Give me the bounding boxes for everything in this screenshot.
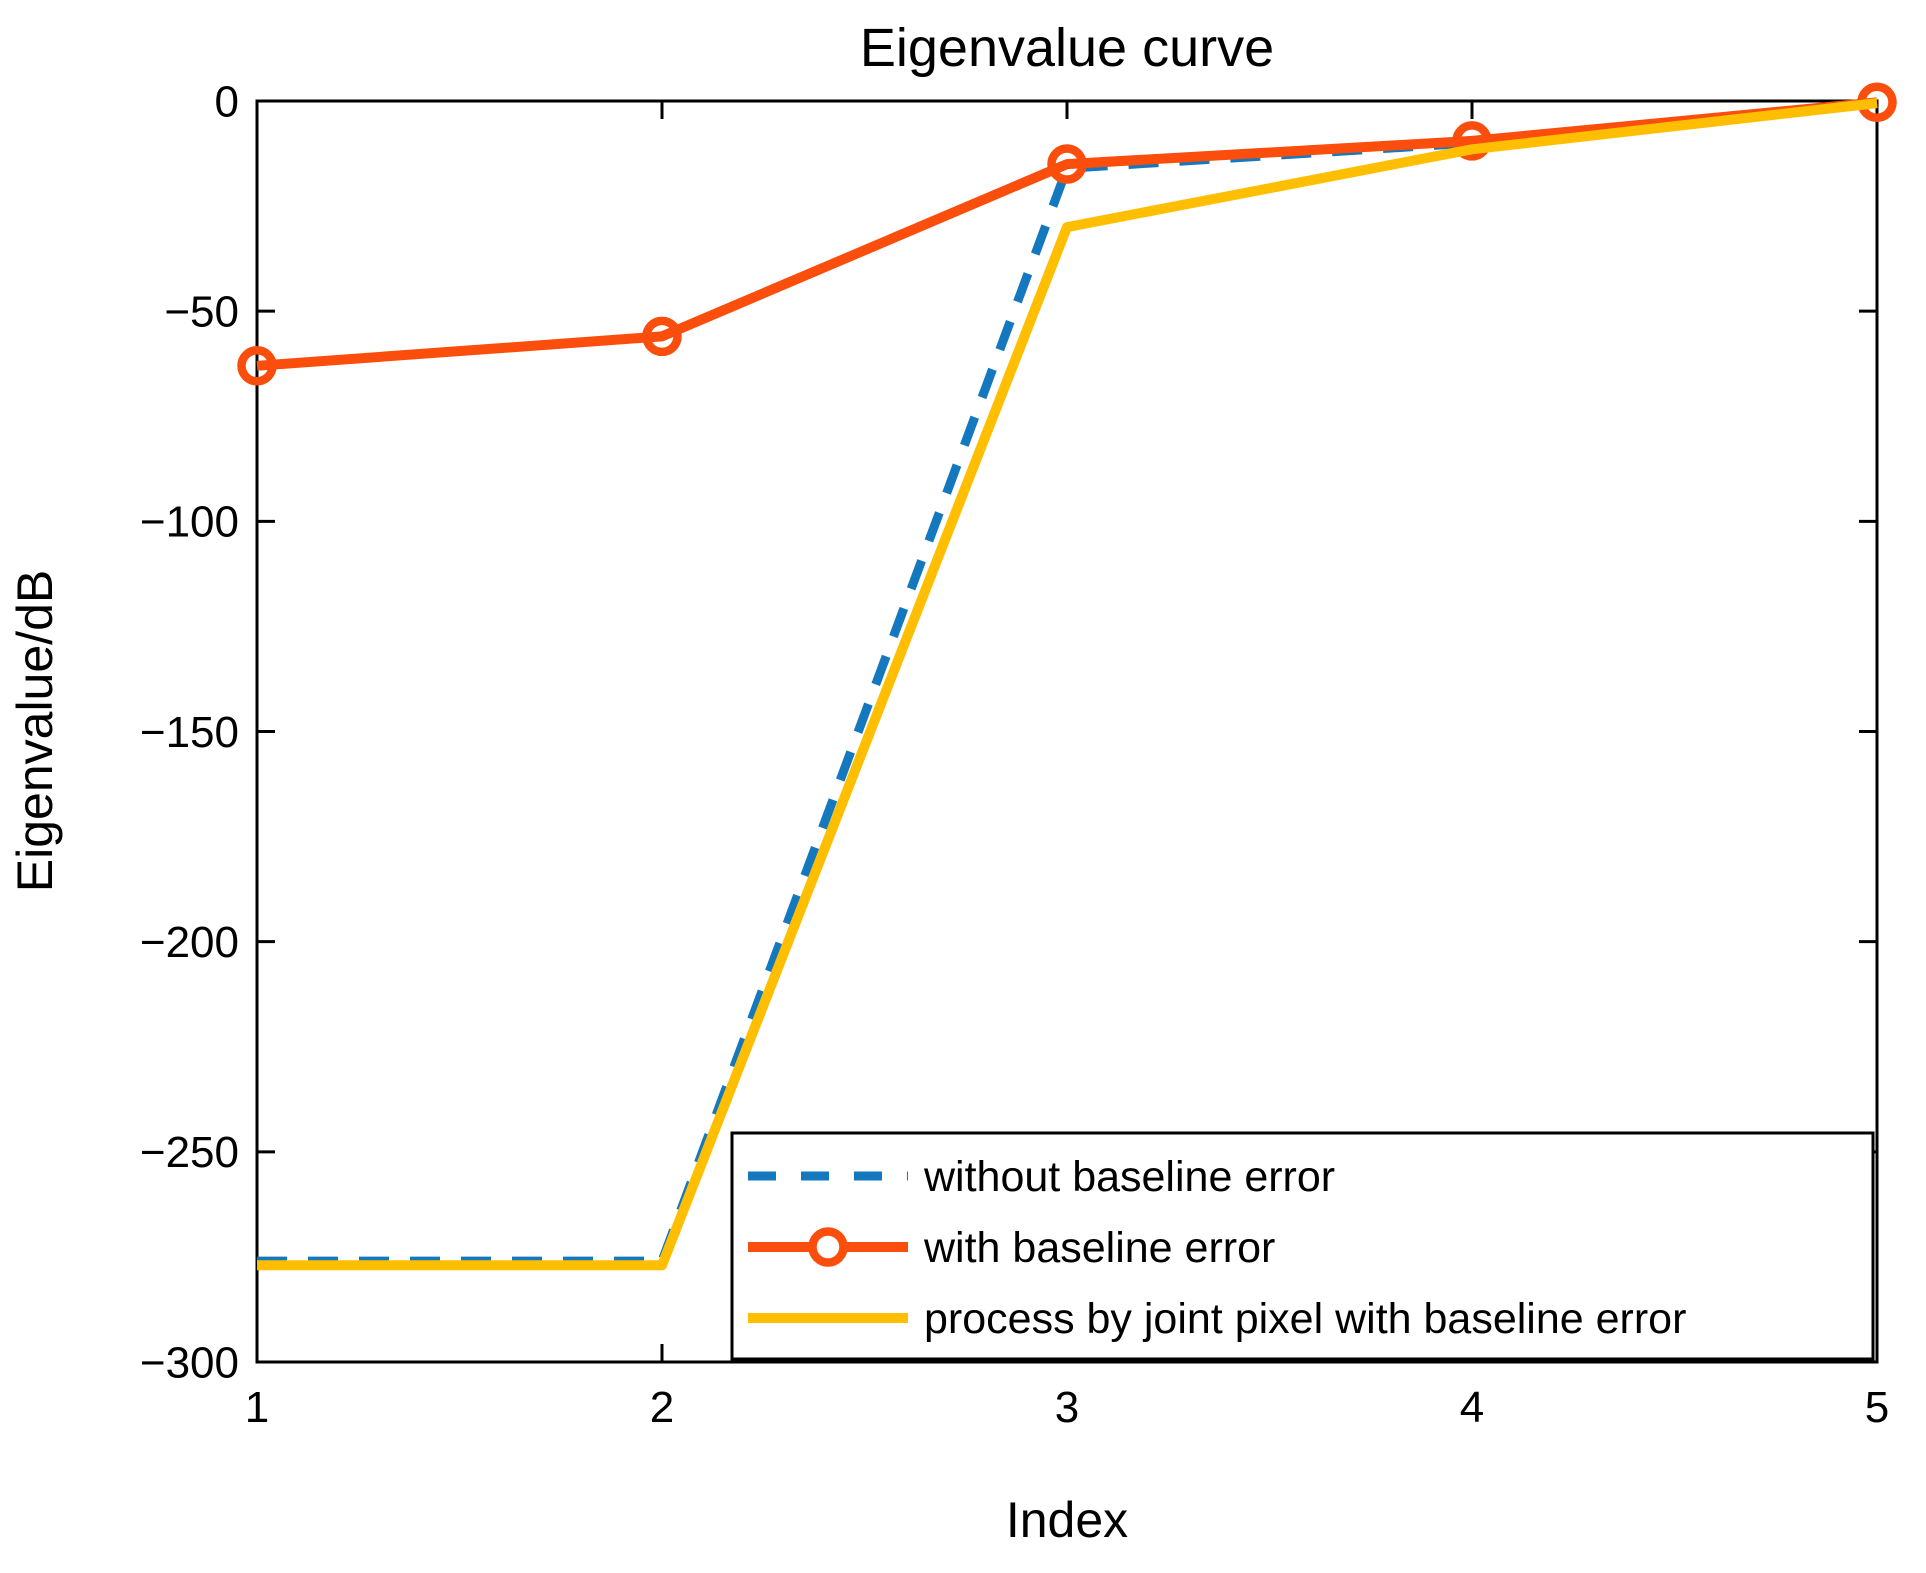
x-tick-label: 5 [1865, 1383, 1889, 1432]
legend: without baseline error with baseline erro… [730, 1131, 1875, 1361]
x-tick-label: 3 [1055, 1383, 1079, 1432]
x-tick-label: 1 [245, 1383, 269, 1432]
data-point-marker [642, 316, 682, 357]
chart-title: Eigenvalue curve [860, 18, 1274, 78]
y-tick-label: −50 [164, 288, 239, 337]
y-tick-label: 0 [215, 77, 239, 126]
legend-label-0: without baseline error [923, 1153, 1335, 1201]
series-group [237, 82, 1897, 1271]
y-axis-label: Eigenvalue/dB [7, 570, 63, 892]
y-tick-label: −300 [140, 1338, 239, 1387]
series-line-2 [257, 98, 1878, 1271]
y-tick-label: −250 [140, 1128, 239, 1177]
x-tick-label: 2 [650, 1383, 674, 1432]
legend-box [730, 1131, 1875, 1361]
x-axis-label: Index [1006, 1492, 1128, 1548]
data-point-marker [1452, 121, 1492, 161]
legend-label-2: process by joint pixel with baseline err… [924, 1295, 1686, 1343]
legend-sample-marker [808, 1227, 848, 1267]
legend-label-1: with baseline error [923, 1224, 1275, 1272]
series-line-0 [257, 98, 1878, 1266]
y-tick-label: −200 [140, 918, 239, 967]
series-line-1 [256, 97, 1878, 371]
data-point-marker [237, 346, 277, 386]
y-tick-label: −100 [140, 498, 239, 547]
axes-group: 1 2 3 4 5 0 −50 −100 −150 −200 −250 −300 [140, 77, 1889, 1432]
y-tick-label: −150 [140, 708, 239, 757]
data-point-marker [1047, 144, 1087, 184]
x-tick-label: 4 [1460, 1383, 1484, 1432]
